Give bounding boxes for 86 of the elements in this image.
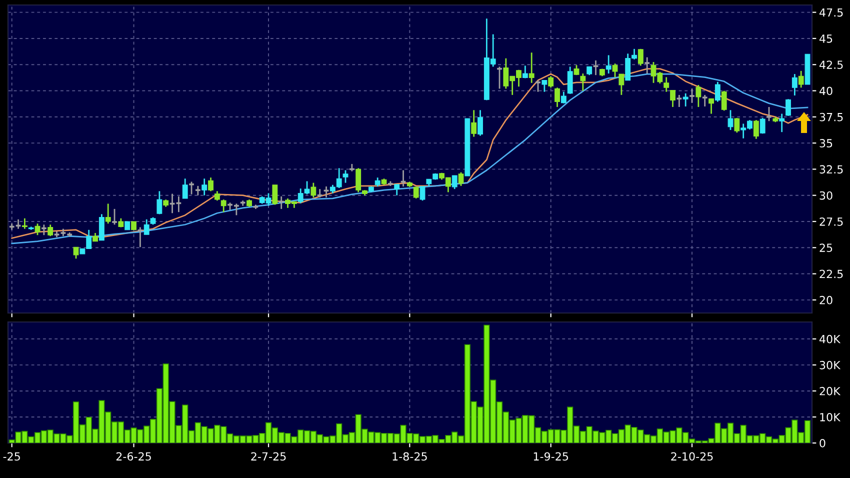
candlestick (22, 218, 28, 230)
x-tick-label: 1-8-25 (392, 452, 427, 461)
candlestick (214, 190, 220, 202)
y-tick-label: 40K (819, 334, 841, 344)
candlestick (478, 109, 483, 136)
candlestick (182, 178, 188, 200)
x-tick-label: 2-6-25 (116, 452, 151, 461)
candlestick (682, 92, 688, 108)
candlestick (670, 90, 676, 108)
x-tick-label: 2-10-25 (671, 452, 713, 461)
candlestick (202, 178, 208, 196)
candlestick (420, 186, 426, 202)
candlestick (798, 70, 804, 88)
y-tick-label: 27.5 (820, 217, 843, 226)
candlestick (542, 80, 548, 92)
candlestick (728, 109, 734, 131)
candlestick (458, 172, 464, 187)
candlestick (766, 106, 772, 122)
y-tick-label: 37.5 (820, 112, 843, 122)
candlestick (528, 52, 534, 84)
candlestick (356, 167, 362, 193)
y-tick-label: 32.5 (820, 165, 843, 174)
candlestick (194, 185, 202, 196)
candlestick (34, 222, 40, 236)
y-tick-label: 30K (820, 360, 841, 370)
candlestick (580, 72, 586, 92)
y-tick-label: 0 (820, 438, 826, 448)
candlestick (452, 174, 458, 190)
candlestick (792, 73, 798, 96)
candlestick (105, 203, 111, 224)
candlestick (278, 196, 285, 210)
y-tick-label: 35 (820, 139, 832, 148)
candlestick (606, 54, 612, 74)
y-tick-label: 25 (820, 244, 832, 252)
y-tick-label: 42.5 (819, 60, 843, 69)
candlestick (696, 84, 702, 108)
candlestick (560, 91, 566, 104)
candlestick (618, 73, 624, 96)
candlestick (664, 76, 670, 92)
candlestick (413, 186, 419, 200)
x-tick-label: 1-9-25 (534, 452, 568, 461)
candlestick (753, 119, 759, 140)
candlestick (156, 190, 162, 215)
candlestick (554, 86, 560, 108)
candlestick (394, 184, 400, 196)
y-tick-label: 22.5 (820, 270, 843, 278)
candlestick (644, 56, 650, 74)
candlestick (721, 90, 727, 112)
candlestick (342, 170, 348, 184)
candlestick (534, 80, 542, 92)
candlestick (714, 81, 720, 102)
candlestick (188, 181, 195, 195)
candlestick (567, 66, 573, 95)
y-tick-label: 10K (820, 412, 841, 422)
candlestick (471, 109, 477, 138)
candlestick (111, 208, 118, 226)
candlestick (322, 186, 330, 198)
candlestick (73, 246, 79, 260)
candlestick (310, 182, 316, 198)
candlestick (548, 75, 554, 88)
candlestick (676, 94, 683, 108)
candlestick (688, 88, 696, 104)
candlestick (638, 48, 644, 66)
x-tick-label: -25 (3, 452, 20, 461)
candlestick (144, 218, 150, 236)
y-tick-label: 47.5 (819, 8, 843, 17)
candlestick (208, 176, 214, 192)
candlestick (734, 117, 740, 134)
candlestick (98, 213, 104, 242)
x-tick-label: 2-7-25 (251, 452, 286, 461)
candlestick (220, 198, 226, 213)
y-tick-label: 20K (820, 386, 841, 396)
y-tick-label: 40 (819, 86, 832, 96)
y-tick-label: 30 (820, 191, 832, 200)
candlestick (136, 226, 144, 248)
candlestick (522, 64, 528, 79)
candlestick (760, 117, 766, 134)
candlestick (48, 224, 54, 237)
candlestick (702, 94, 708, 108)
candlestick (786, 98, 791, 117)
y-tick-label: 45 (819, 34, 832, 43)
candlestick (779, 113, 785, 133)
candlestick (708, 98, 714, 114)
y-tick-label: 20 (820, 296, 832, 304)
candlestick (612, 62, 618, 78)
candlestick (272, 184, 278, 206)
